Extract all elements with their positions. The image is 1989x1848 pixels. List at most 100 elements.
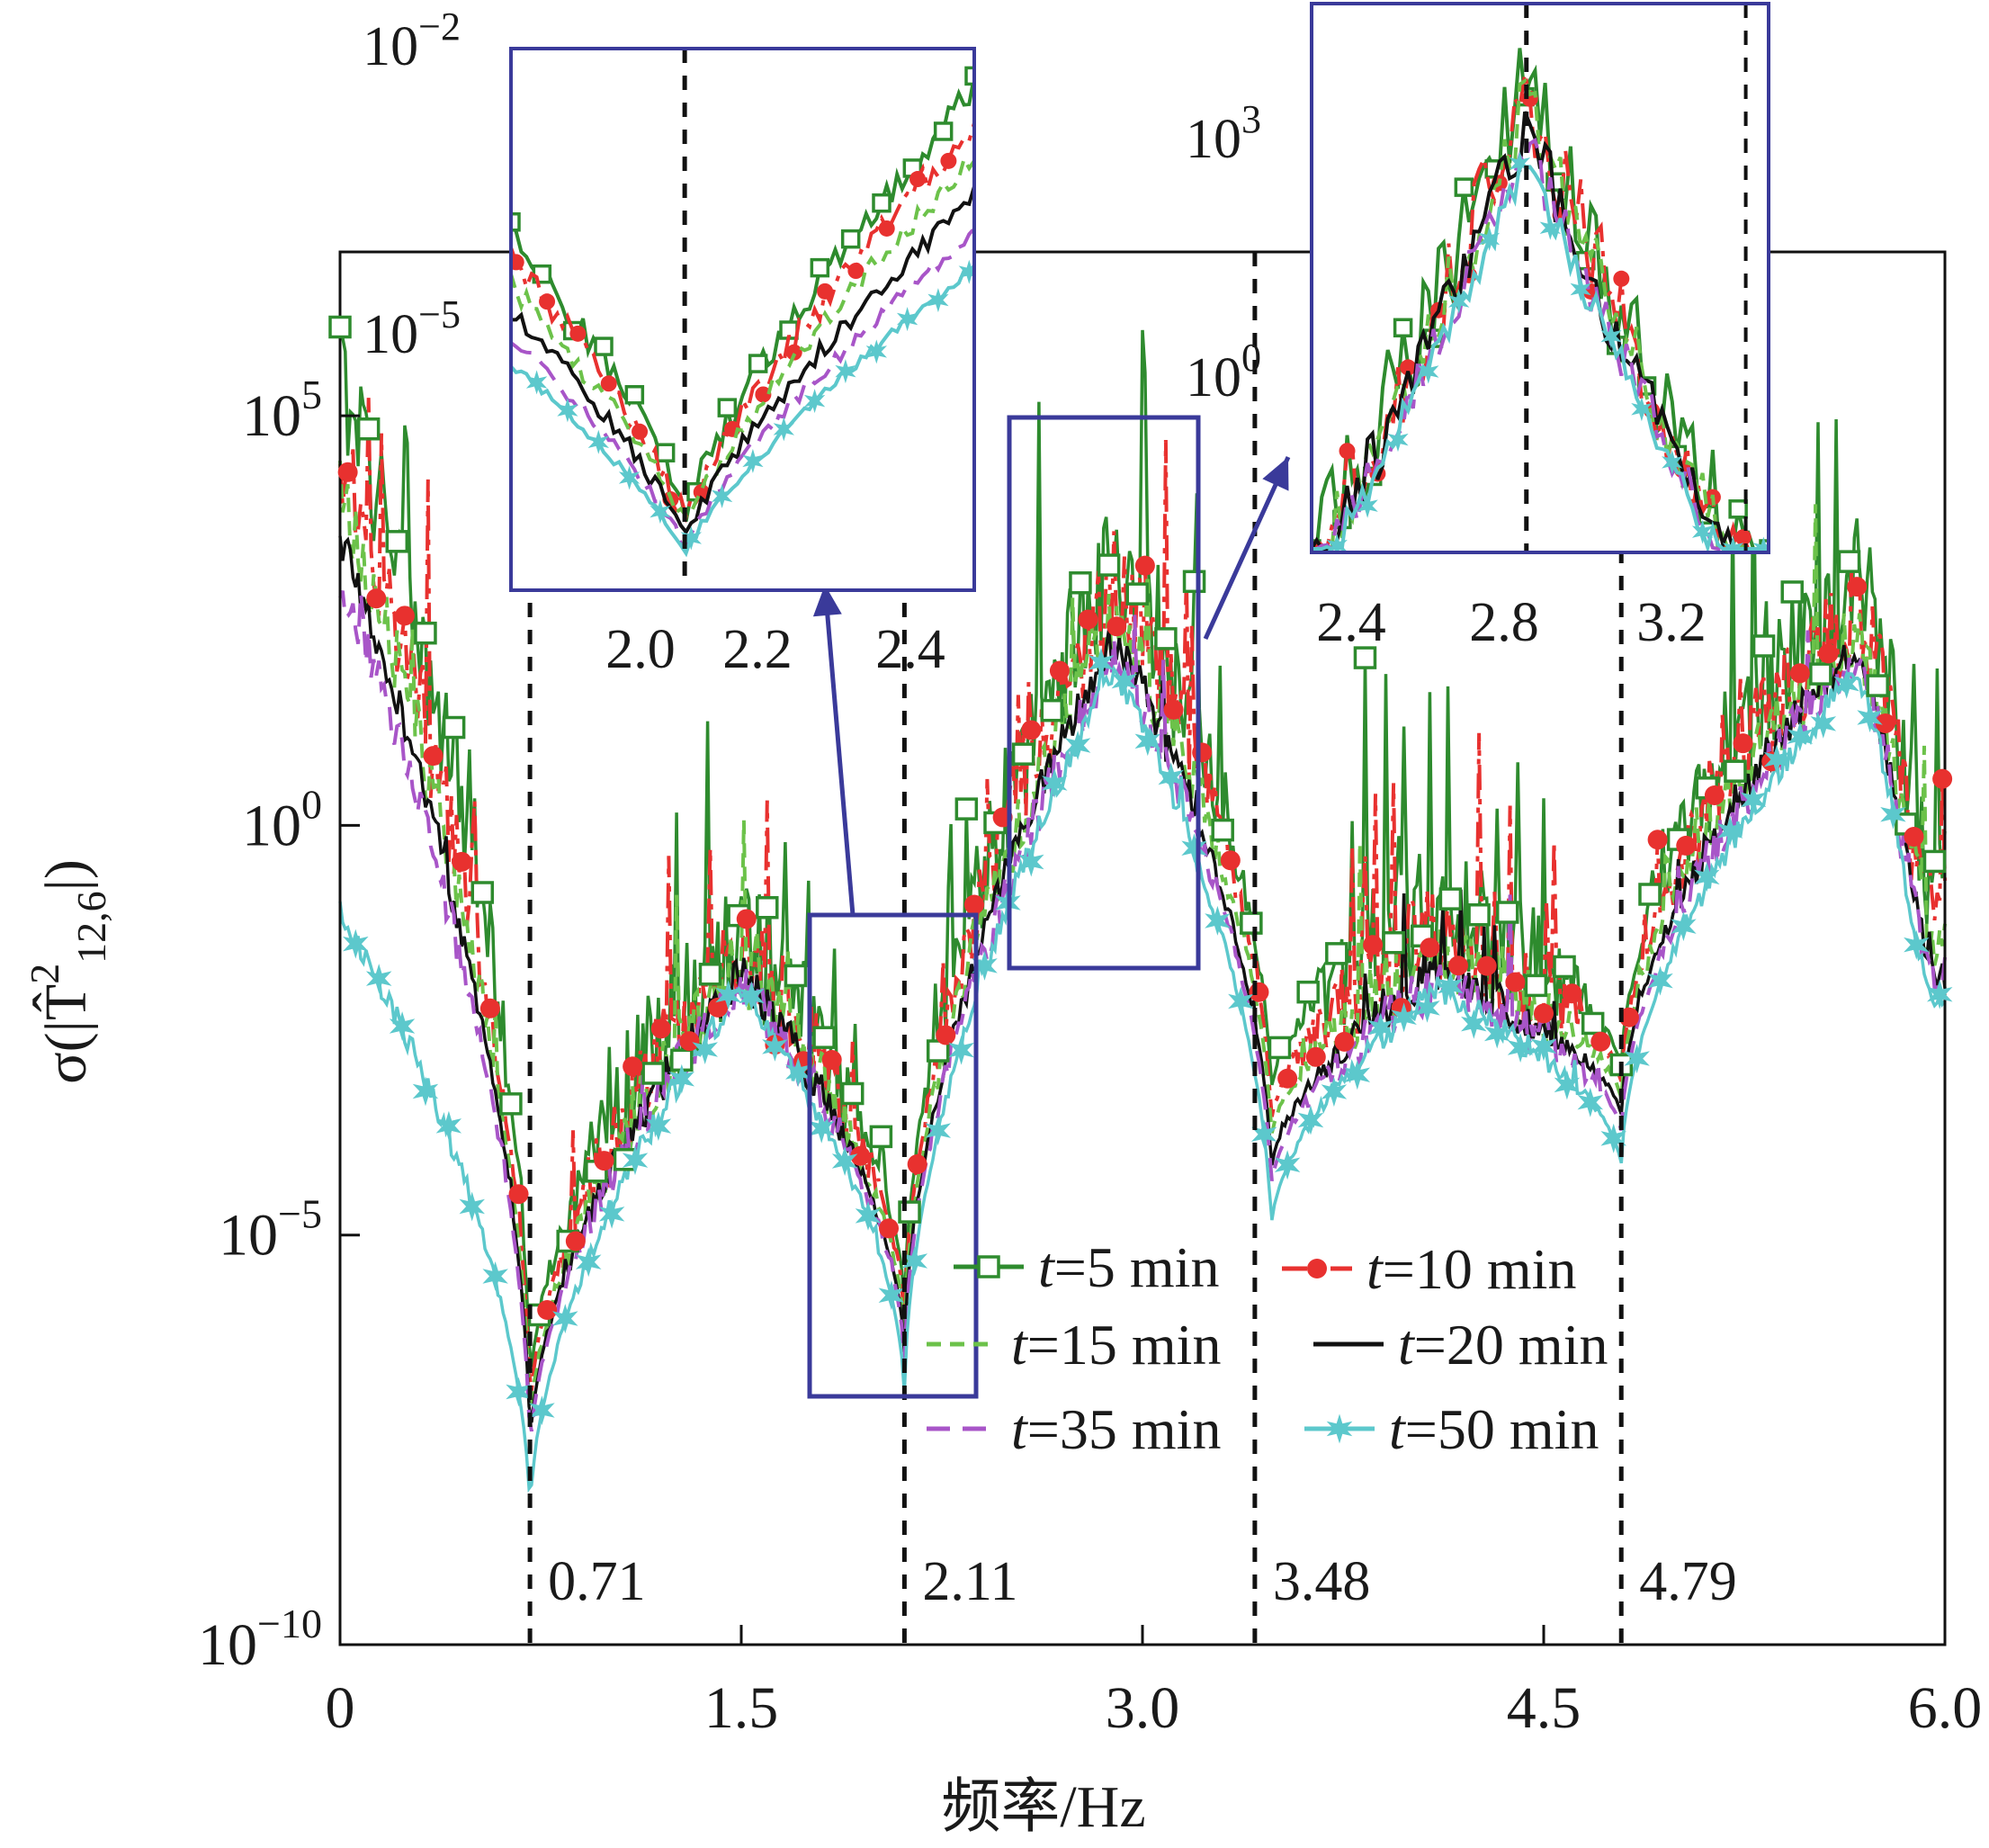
- series-marker: [1438, 887, 1463, 911]
- series-marker: [907, 1154, 927, 1175]
- series-marker: [1483, 1018, 1510, 1049]
- series-marker: [1418, 359, 1439, 384]
- series-marker: [1325, 942, 1348, 965]
- series-marker: [565, 1231, 586, 1251]
- series-marker: [1134, 555, 1155, 576]
- series-marker: [1205, 905, 1231, 936]
- series-marker: [1866, 674, 1889, 697]
- series-marker: [1064, 731, 1091, 760]
- series-marker: [1382, 930, 1405, 955]
- series-marker: [679, 1031, 700, 1052]
- series-marker: [1297, 1105, 1324, 1135]
- series-marker: [940, 152, 957, 169]
- legend-label: t=50 min: [1389, 1397, 1599, 1461]
- series-marker: [755, 386, 772, 403]
- series-marker: [600, 375, 617, 392]
- legend-label: t=5 min: [1038, 1235, 1219, 1299]
- series-marker: [784, 964, 808, 988]
- series-marker: [1353, 646, 1377, 669]
- series-marker: [1181, 833, 1207, 864]
- series-marker: [1495, 901, 1519, 924]
- series-marker: [803, 389, 826, 414]
- y-tick-label: 105: [242, 372, 322, 449]
- series-marker: [1570, 277, 1591, 302]
- series-marker: [1847, 577, 1868, 597]
- series-marker: [668, 1063, 695, 1094]
- inset-border: [509, 47, 976, 592]
- series-marker: [773, 417, 794, 442]
- series-marker: [1638, 883, 1662, 906]
- series-marker: [1752, 536, 1769, 552]
- series-marker: [748, 354, 768, 373]
- series-marker: [717, 398, 738, 417]
- series-marker: [927, 288, 949, 313]
- series-marker: [963, 894, 984, 915]
- series-marker: [1740, 785, 1767, 815]
- series-marker: [1220, 850, 1241, 871]
- series-marker: [1274, 1150, 1301, 1180]
- inset-y-tick-label: 10−2: [363, 4, 461, 77]
- series-marker: [1691, 519, 1714, 544]
- series-marker: [1857, 703, 1883, 733]
- series-marker: [1211, 818, 1234, 842]
- series-marker: [901, 1246, 928, 1277]
- series-marker: [1041, 768, 1068, 798]
- series-marker: [1240, 911, 1263, 935]
- series-marker: [840, 229, 861, 249]
- series-marker: [459, 1191, 485, 1222]
- series-line: [338, 589, 1947, 1432]
- series-marker: [1600, 324, 1622, 349]
- series-marker: [840, 1081, 865, 1106]
- series-marker: [1600, 1123, 1626, 1153]
- series-marker: [1752, 634, 1776, 658]
- series-marker: [865, 339, 887, 364]
- zoom-arrowhead: [812, 585, 842, 617]
- series-marker: [1448, 289, 1470, 314]
- series-marker: [1581, 1011, 1605, 1036]
- legend-label: t=20 min: [1398, 1313, 1608, 1377]
- series-marker: [442, 715, 466, 740]
- series-marker: [1763, 744, 1790, 775]
- inset-x-tick-label: 2.2: [722, 619, 793, 680]
- series-marker: [1228, 986, 1254, 1017]
- series-marker: [1334, 1031, 1355, 1052]
- x-tick-label: 6.0: [1908, 1675, 1983, 1741]
- series-marker: [1734, 529, 1752, 546]
- series-marker: [1927, 979, 1953, 1009]
- series-marker: [1478, 226, 1501, 251]
- legend: t=5 min t=10 min t=15 min t=20 min t=35 min t…: [927, 1235, 1608, 1461]
- series-marker: [623, 1056, 643, 1077]
- series-marker: [394, 606, 415, 626]
- series-marker: [385, 530, 409, 553]
- series-marker: [1676, 835, 1697, 856]
- series-marker: [479, 998, 500, 1018]
- x-tick-label: 4.5: [1507, 1675, 1581, 1741]
- frequency-guide-lines: 0.71 2.11 3.48 4.79: [527, 252, 1737, 1645]
- series-marker: [622, 1145, 649, 1176]
- series-marker: [1530, 1031, 1557, 1062]
- series-marker: [598, 1198, 625, 1229]
- series-marker: [698, 963, 722, 986]
- series-marker: [785, 344, 802, 361]
- inset-series-line: [1312, 73, 1769, 552]
- series-marker: [1554, 1070, 1581, 1100]
- series-marker: [1018, 847, 1044, 877]
- inset-background: [1312, 4, 1769, 552]
- series-marker: [1728, 499, 1748, 519]
- series-marker: [1400, 359, 1417, 376]
- series-marker: [1088, 648, 1115, 677]
- series-marker: [808, 1113, 835, 1144]
- series-marker: [650, 499, 671, 525]
- series-marker: [525, 370, 548, 395]
- series-marker: [1809, 662, 1832, 686]
- frequency-label: 3.48: [1273, 1551, 1371, 1612]
- series-marker: [365, 964, 392, 994]
- series-marker: [1357, 493, 1378, 518]
- series-marker: [1296, 980, 1320, 1004]
- series-marker: [1716, 816, 1743, 846]
- series-marker: [452, 851, 472, 872]
- series-marker: [925, 1116, 951, 1146]
- zoom-arrow: [1203, 455, 1291, 641]
- series-marker: [785, 1057, 811, 1088]
- series-marker: [529, 1395, 555, 1426]
